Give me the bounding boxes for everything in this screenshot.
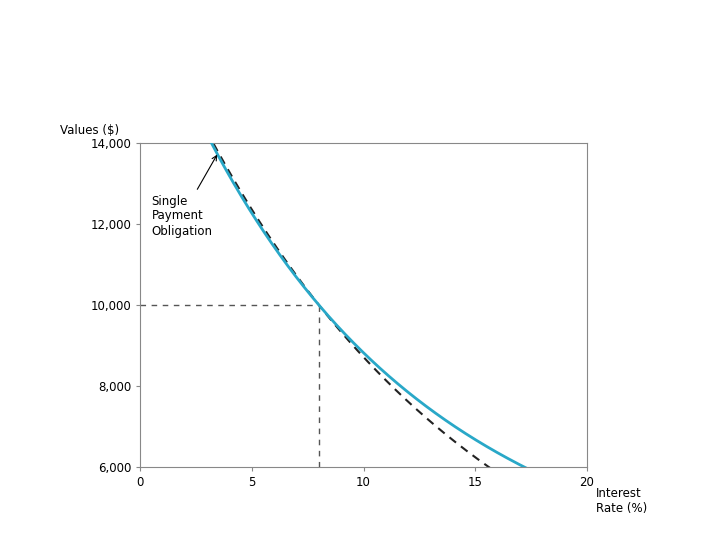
Text: Interest
Rate (%): Interest Rate (%) bbox=[595, 487, 647, 515]
Text: INVESTMENTS: INVESTMENTS bbox=[403, 507, 546, 525]
Text: 16-40: 16-40 bbox=[29, 509, 69, 522]
Text: |: | bbox=[544, 507, 549, 525]
Text: Coupon Bond: Coupon Bond bbox=[0, 539, 1, 540]
Text: Values ($): Values ($) bbox=[60, 124, 120, 137]
Text: Figure 16.10 Immunization: Figure 16.10 Immunization bbox=[148, 26, 572, 57]
Text: BODIE, KANE, MARCUS: BODIE, KANE, MARCUS bbox=[558, 509, 710, 522]
Text: Single
Payment
Obligation: Single Payment Obligation bbox=[152, 156, 217, 238]
